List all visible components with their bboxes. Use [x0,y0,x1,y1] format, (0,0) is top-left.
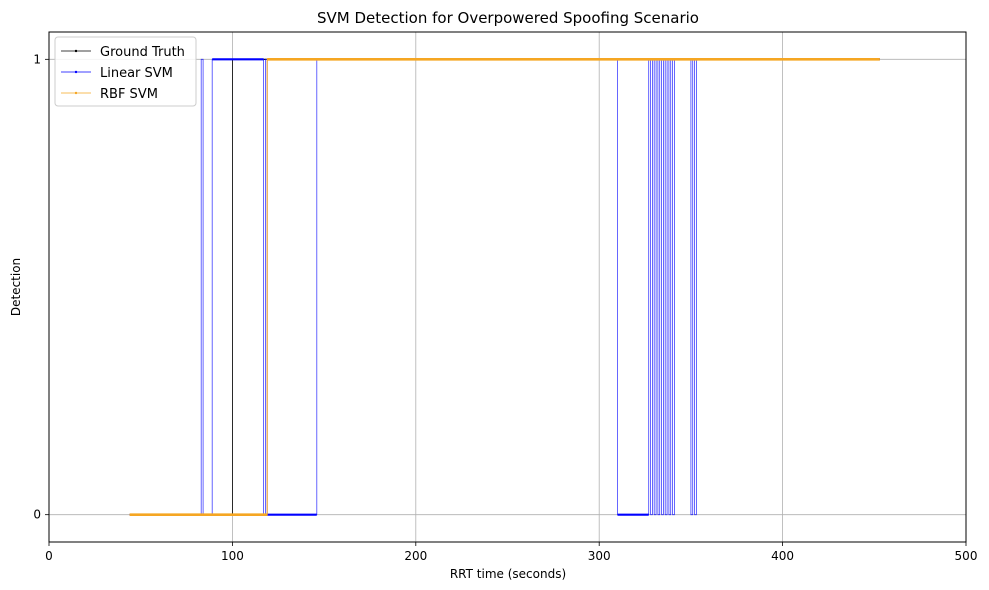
x-axis-ticks: 0 100 200 300 400 500 [45,542,977,563]
series-line-linear-svm [129,58,880,516]
legend-marker-ground-truth [74,49,78,53]
series-layer [129,58,880,516]
legend-entry-ground-truth: Ground Truth [61,45,185,60]
series-line-ground-truth [129,58,880,516]
legend-box [54,36,197,107]
y-tick-label: 1 [33,52,41,66]
y-axis-label: Detection [9,258,23,316]
x-tick-label: 100 [221,549,244,563]
legend-label-linear-svm: Linear SVM [100,66,173,81]
legend-marker-linear-svm [74,70,78,74]
x-tick-label: 300 [588,549,611,563]
legend-entry-linear-svm: Linear SVM [61,66,173,81]
x-tick-label: 200 [404,549,427,563]
x-axis-label: RRT time (seconds) [450,567,566,581]
series-line-rbf-svm [129,58,880,516]
legend-entry-rbf-svm: RBF SVM [61,87,158,102]
x-tick-label: 400 [771,549,794,563]
legend-marker-rbf-svm [74,91,78,95]
chart-title: SVM Detection for Overpowered Spoofing S… [317,9,699,27]
x-tick-label: 0 [45,549,53,563]
legend-label-ground-truth: Ground Truth [100,45,185,60]
legend: Ground Truth Linear SVM RBF SVM [54,36,197,107]
y-tick-label: 0 [33,508,41,522]
grid [48,32,967,542]
plot-frame [48,31,967,543]
y-axis-ticks: 01 [33,52,49,522]
x-tick-label: 500 [955,549,978,563]
legend-label-rbf-svm: RBF SVM [100,87,158,102]
